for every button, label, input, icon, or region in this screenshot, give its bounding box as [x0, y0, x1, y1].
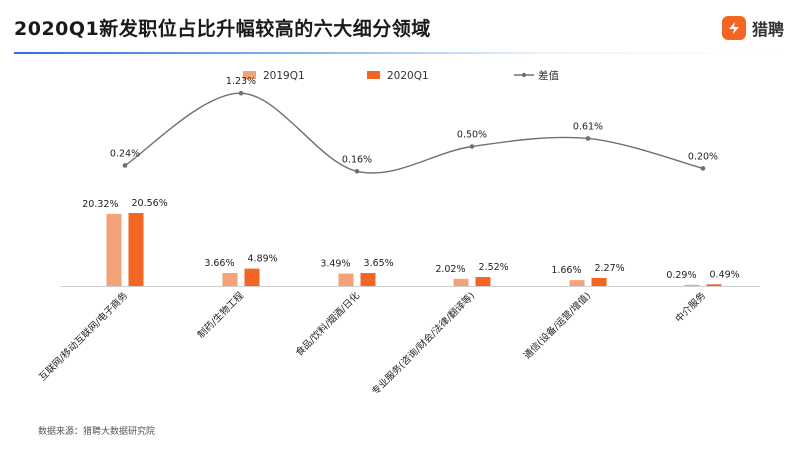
bar-value-label-2020q1: 0.49%	[710, 269, 740, 280]
bar-value-label-2019q1: 3.49%	[320, 259, 350, 270]
diff-point	[585, 136, 591, 141]
bar-2019q1	[338, 273, 354, 286]
bar-2020q1	[360, 273, 376, 286]
diff-series-points: 0.24% 1.23% 0.16% 0.50% 0.61% 0.20%	[110, 76, 718, 174]
diff-series-line	[124, 92, 704, 174]
bar-value-label-2020q1: 4.89%	[248, 254, 278, 265]
x-tick-labels: 互联网/移动互联网/电子商务 制药/生物工程 食品/饮料/烟酒/日化 专业服务(咨询/…	[36, 289, 708, 397]
bar-2020q1	[244, 268, 260, 286]
bar-2020q1	[475, 277, 491, 286]
bar-value-label-2019q1: 3.66%	[204, 258, 234, 269]
bar-value-label-2020q1: 2.27%	[595, 263, 625, 274]
bar-value-label-2019q1: 1.66%	[551, 265, 581, 276]
bar-value-label-2019q1: 20.32%	[82, 199, 118, 210]
brand-logo: 猎聘	[721, 16, 784, 40]
bar-value-label-2020q1: 3.65%	[364, 258, 394, 269]
bar-2019q1	[453, 278, 469, 286]
legend-label: 2020Q1	[387, 70, 429, 82]
diff-value-label: 0.24%	[110, 148, 140, 159]
page-title: 2020Q1新发职位占比升幅较高的六大细分领域	[14, 18, 431, 40]
diff-point	[700, 166, 706, 171]
logo-mark-icon	[721, 16, 746, 40]
diff-value-label: 1.23%	[226, 76, 256, 87]
bar-2019q1	[106, 213, 122, 286]
x-tick-label: 专业服务(咨询/财会/法律/翻译等)	[369, 290, 477, 398]
legend-swatch	[243, 71, 256, 79]
x-tick-label: 通信(设备/运营/增值)	[521, 290, 593, 362]
bar-2020q1	[706, 284, 722, 286]
diff-point	[354, 169, 360, 174]
bar-value-label-2019q1: 2.02%	[435, 264, 465, 275]
chart-legend: 2019Q1 2020Q1 差值	[243, 69, 559, 82]
bar-2019q1	[569, 280, 585, 286]
legend-swatch	[367, 71, 380, 79]
logo-text: 猎聘	[751, 20, 784, 39]
diff-value-label: 0.16%	[342, 154, 372, 165]
bar-2019q1	[684, 284, 700, 286]
bar-value-label-2020q1: 20.56%	[132, 198, 168, 209]
legend-label: 差值	[538, 69, 559, 82]
diff-value-label: 0.50%	[457, 130, 487, 141]
diff-value-label: 0.20%	[688, 151, 718, 162]
x-tick-label: 互联网/移动互联网/电子商务	[36, 289, 130, 383]
diff-point	[238, 90, 244, 96]
bar-value-label-2020q1: 2.52%	[479, 262, 509, 273]
x-tick-label: 制药/生物工程	[195, 289, 246, 340]
legend-item-2019q1: 2019Q1	[243, 70, 305, 82]
legend-marker	[521, 72, 527, 78]
x-tick-label: 食品/饮料/烟酒/日化	[293, 289, 362, 358]
diff-point	[469, 144, 475, 149]
bar-2020q1	[128, 213, 144, 286]
bar-2020q1	[591, 277, 607, 286]
bar-series: 20.32% 20.56% 3.66% 4.89% 3.49% 3.65% 2.02% 2.5…	[82, 198, 740, 286]
title-underline	[14, 52, 784, 54]
diff-value-label: 0.61%	[573, 121, 603, 132]
data-source-note: 数据来源：猎聘大数据研究院	[38, 427, 156, 437]
legend-item-2020q1: 2020Q1	[367, 70, 429, 82]
x-tick-label: 中介服务	[673, 289, 709, 325]
legend-label: 2019Q1	[263, 70, 305, 82]
diff-point	[122, 163, 128, 168]
bar-value-label-2019q1: 0.29%	[666, 270, 696, 281]
bar-2019q1	[222, 273, 238, 286]
legend-item-diff: 差值	[514, 69, 559, 82]
